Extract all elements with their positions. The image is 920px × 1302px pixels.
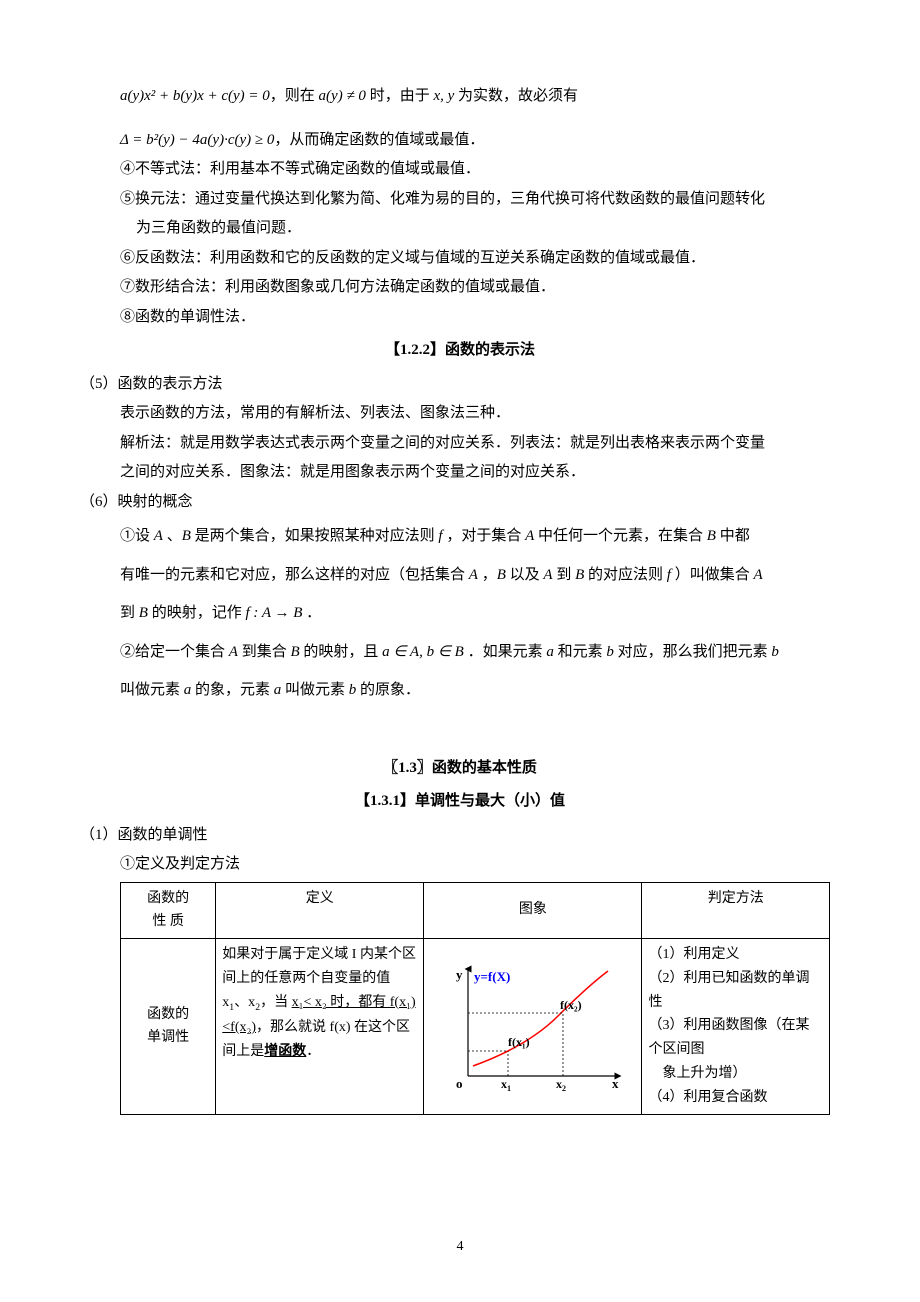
item-8: ⑧函数的单调性法． (120, 305, 840, 331)
svg-text:f(x₁): f(x₁) (508, 1035, 530, 1049)
p5-l3: 之间的对应关系．图象法：就是用图象表示两个变量之间的对应关系． (120, 460, 840, 486)
p5-l2: 解析法：就是用数学表达式表示两个变量之间的对应关系．列表法：就是列出表格来表示两… (120, 431, 840, 457)
item-5b: 为三角函数的最值问题． (136, 216, 840, 242)
svg-text:y=f(X): y=f(X) (474, 969, 510, 984)
p6-line3: 到 B 的映射，记作 f : A → B ． (120, 596, 840, 631)
p1-sub: ①定义及判定方法 (120, 852, 840, 878)
method-3b: 象上升为增） (648, 1062, 823, 1086)
p6-head: （6）映射的概念 (80, 490, 840, 516)
svg-text:y: y (456, 967, 463, 982)
item-5a: ⑤换元法：通过变量代换达到化繁为简、化难为易的目的，三角代换可将代数函数的最值问… (120, 187, 840, 213)
svg-text:x: x (612, 1076, 619, 1091)
section-1-2-2-title: 【1.2.2】函数的表示法 (80, 338, 840, 364)
svg-text:x2: x2 (556, 1077, 566, 1091)
svg-text:f(x₂): f(x₂) (560, 998, 582, 1012)
formula-1c: x, y (433, 88, 454, 104)
formula-1: a(y)x² + b(y)x + c(y) = 0 (120, 88, 270, 104)
th-method: 判定方法 (642, 882, 830, 939)
p1-head: （1）函数的单调性 (80, 823, 840, 849)
p5-head: （5）函数的表示方法 (80, 372, 840, 398)
p5-l1: 表示函数的方法，常用的有解析法、列表法、图象法三种． (120, 401, 840, 427)
formula-line-2: Δ = b²(y) − 4a(y)·c(y) ≥ 0，从而确定函数的值域或最值． (120, 128, 840, 154)
svg-text:o: o (456, 1076, 463, 1091)
method-3: （3）利用函数图像（在某个区间图 (648, 1014, 823, 1062)
formula-1b: a(y) ≠ 0 (319, 88, 366, 104)
cell-property: 函数的 单调性 (121, 939, 216, 1115)
cell-methods: （1）利用定义 （2）利用已知函数的单调性 （3）利用函数图像（在某个区间图 象… (642, 939, 830, 1115)
item-4: ④不等式法：利用基本不等式确定函数的值域或最值． (120, 157, 840, 183)
p6-line5: 叫做元素 a 的象，元素 a 叫做元素 b 的原象． (120, 673, 840, 708)
p6-line4: ②给定一个集合 A 到集合 B 的映射，且 a ∈ A, b ∈ B ．如果元素… (120, 635, 840, 670)
item-7: ⑦数形结合法：利用函数图象或几何方法确定函数的值域或最值． (120, 275, 840, 301)
section-1-3-1-title: 【1.3.1】单调性与最大（小）值 (80, 789, 840, 815)
cell-graph: y x o y=f(X) f(x₁) f(x₂) x1 x2 (424, 939, 642, 1115)
map-notation: f : A → B (245, 605, 302, 621)
method-2: （2）利用已知函数的单调性 (648, 967, 823, 1015)
formula-2: Δ = b²(y) − 4a(y)·c(y) ≥ 0 (120, 132, 274, 148)
th-definition: 定义 (216, 882, 424, 939)
increasing-function-graph: y x o y=f(X) f(x₁) f(x₂) x1 x2 (438, 961, 628, 1091)
a-in-A-b-in-B: a ∈ A, b ∈ B (382, 644, 464, 660)
method-4: （4）利用复合函数 (648, 1086, 823, 1110)
cell-definition: 如果对于属于定义域 I 内某个区间上的任意两个自变量的值 x1、x2，当 x₁<… (216, 939, 424, 1115)
p6-line1: ①设 A 、B 是两个集合，如果按照某种对应法则 f ，对于集合 A 中任何一个… (120, 519, 840, 554)
p6-line2: 有唯一的元素和它对应，那么这样的对应（包括集合 A ，B 以及 A 到 B 的对… (120, 558, 840, 593)
def-emphasis: 增函数 (264, 1044, 306, 1059)
method-1: （1）利用定义 (648, 943, 823, 967)
th-graph: 图象 (424, 882, 642, 939)
formula-line-1: a(y)x² + b(y)x + c(y) = 0，则在 a(y) ≠ 0 时，… (120, 84, 840, 110)
section-1-3-title: 〖1.3〗函数的基本性质 (80, 756, 840, 782)
page-number: 4 (80, 1235, 840, 1259)
item-6: ⑥反函数法：利用函数和它的反函数的定义域与值域的互逆关系确定函数的值域或最值． (120, 246, 840, 272)
th-property: 函数的 性 质 (121, 882, 216, 939)
svg-text:x1: x1 (501, 1077, 511, 1091)
monotonicity-table: 函数的 性 质 定义 图象 判定方法 函数的 单调性 如果对于属于定义域 I 内… (120, 882, 830, 1115)
